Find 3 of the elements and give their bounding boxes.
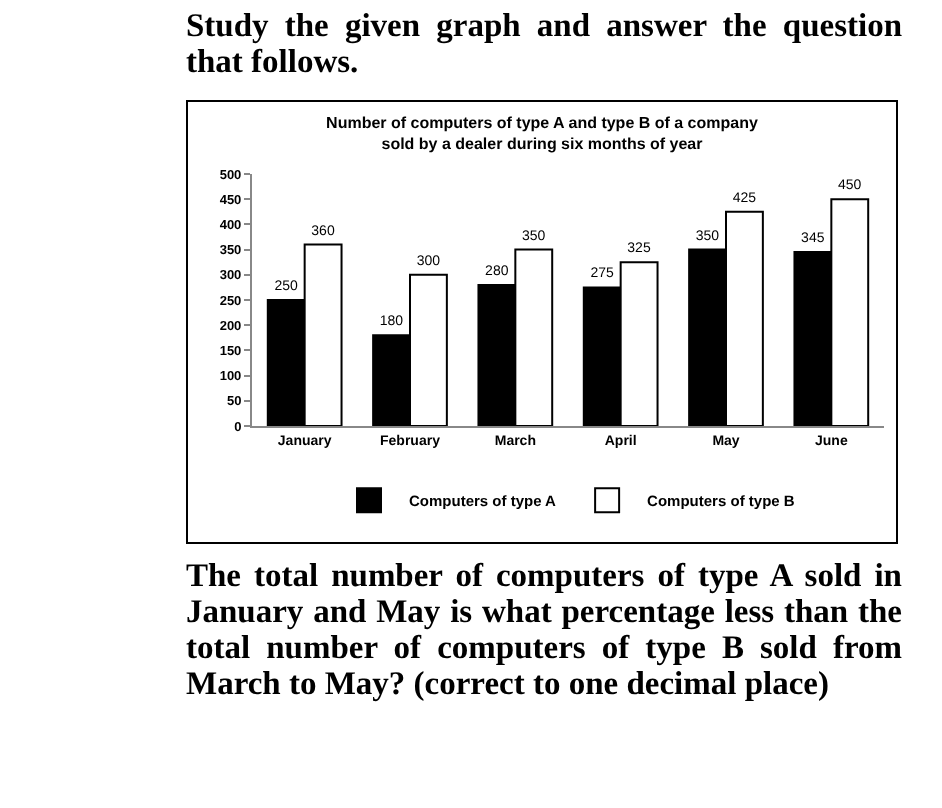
chart-title: Number of computers of type A and type B of a company sold by a dealer during six months of year [326, 114, 759, 154]
text: The total number of computers of type A sold in January and May is what percentage less than the total number of computers of type B sold from March to May? (correct to one decimal place) [186, 556, 902, 702]
text: Study the given graph and answer the question that follows. [186, 6, 902, 80]
